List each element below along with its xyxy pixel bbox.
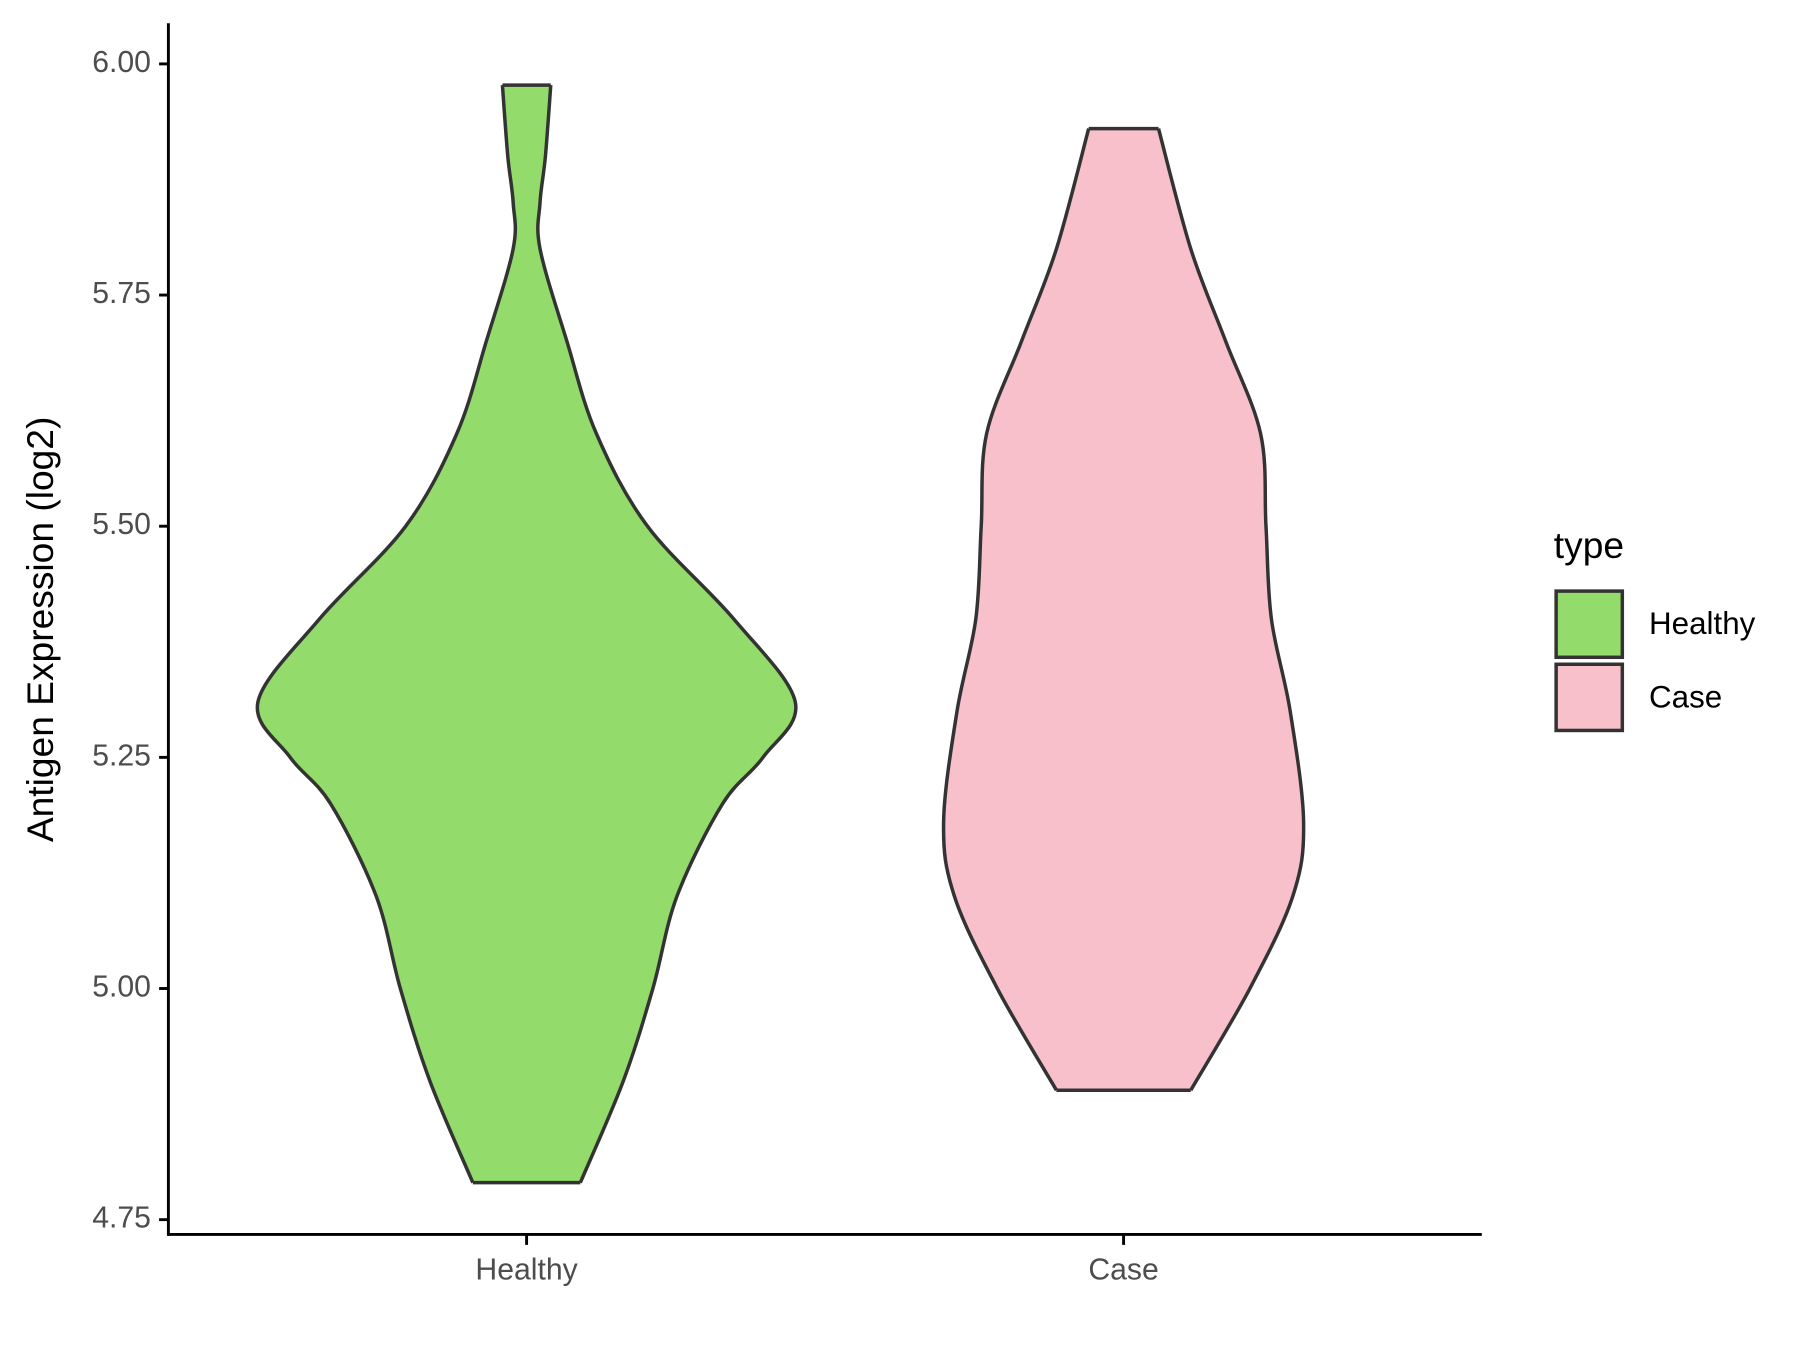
- y-tick-label: 5.50: [92, 508, 151, 541]
- violin-left-edge: [941, 128, 1091, 1092]
- legend-title: type: [1554, 524, 1624, 566]
- x-tick-label: Healthy: [475, 1254, 578, 1287]
- y-axis-title: Antigen Expression (log2): [19, 417, 61, 842]
- legend-swatch: [1554, 589, 1625, 660]
- violin-right-edge: [1156, 128, 1306, 1092]
- y-tick-label: 5.25: [92, 739, 151, 772]
- y-tick-label: 5.00: [92, 970, 151, 1003]
- y-tick-label: 5.75: [92, 277, 151, 310]
- x-tick-label: Case: [1088, 1254, 1158, 1287]
- violin-fill: [257, 85, 796, 1183]
- legend-label: Healthy: [1649, 606, 1756, 641]
- violin-left-edge: [255, 85, 518, 1184]
- y-tick-label: 4.75: [92, 1202, 151, 1235]
- legend-label: Case: [1649, 679, 1722, 714]
- violin-fill: [943, 128, 1304, 1091]
- legend: type Healthy Case: [1554, 524, 1756, 733]
- y-tick-label: 6.00: [92, 46, 151, 79]
- violin-right-edge: [536, 85, 798, 1184]
- legend-swatch: [1554, 662, 1625, 733]
